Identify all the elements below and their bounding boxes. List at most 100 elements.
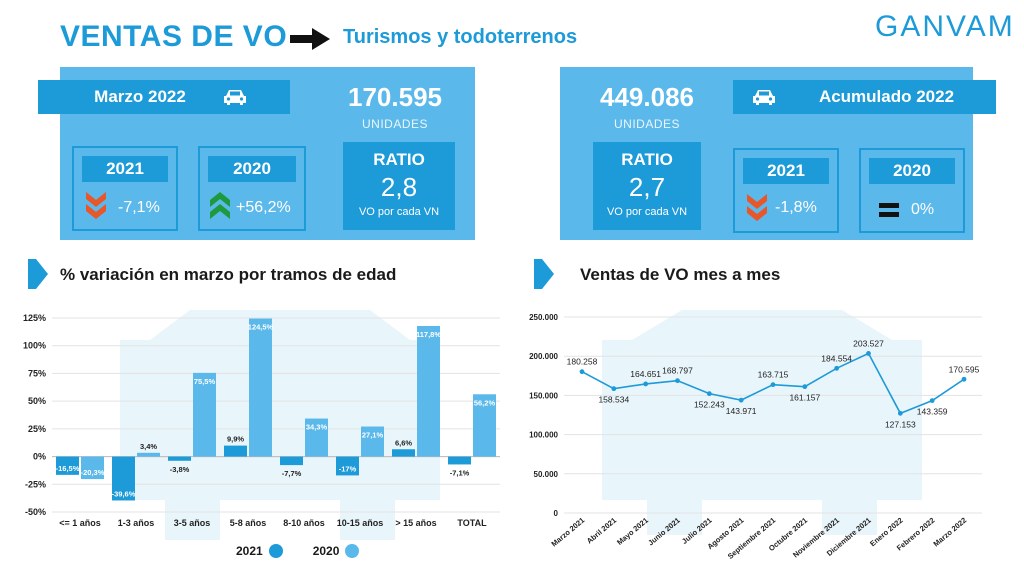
ratio-title: RATIO [373,150,425,169]
line-point [706,391,712,397]
legend-dot-2020 [345,544,360,558]
age-variation-bar-chart: -16,5% -20,3% -39,6% 3,4% -3,8% 75,5% 9,9% 124,… [23,310,500,540]
bar-2020 [193,372,216,457]
line-point [738,397,744,403]
monthly-units-value: 170.595 [348,82,442,112]
x-tick-label: Abril 2021 [585,516,618,546]
bar-2020 [137,452,160,457]
line-point [675,378,680,384]
bar-value-label: -20,3% [81,468,105,477]
bar-2020 [473,394,496,457]
bar-value-label: 6,6% [395,438,412,447]
bar-2021 [224,445,247,457]
compare-year: 2021 [743,158,829,184]
ratio-caption: VO por cada VN [606,206,688,218]
point-value-label: 203.527 [853,338,884,348]
bar-value-label: 3,4% [140,442,157,451]
ganvam-logo: GANVAM [875,10,1015,43]
x-tick-label: 8-10 años [283,518,325,528]
car-icon [753,90,775,105]
ratio-value: 2,8 [380,172,418,202]
bar-2020 [417,325,440,457]
point-value-label: 161.157 [789,393,820,403]
point-value-label: 143.359 [917,407,948,417]
legend-label-2021: 2021 [236,544,263,558]
y-tick-label: 0 [554,509,559,518]
y-tick-label: 50% [28,396,46,406]
bar-value-label: -17% [339,464,357,473]
bar-value-label: 9,9% [227,435,244,444]
y-tick-label: 150.000 [529,391,558,400]
period-banner-cumulative: Acumulado 2022 [733,80,996,114]
x-tick-label: 5-8 años [230,518,267,528]
ratio-title: RATIO [621,150,673,169]
compare-2020-box: 2020 +56,2% [198,146,306,231]
compare-pct: +56,2% [236,199,291,216]
period-label: Acumulado 2022 [818,87,955,106]
y-tick-label: -50% [25,507,46,517]
bar-2020 [81,456,104,480]
line-point [579,369,585,375]
bar-2020 [249,318,272,457]
bar-value-label: -7,7% [282,469,302,478]
ratio-caption: VO por cada VN [358,206,440,218]
legend-dot-2021 [268,544,283,558]
bar-value-label: 56,2% [474,398,496,407]
compare-year: 2021 [82,156,168,182]
x-tick-label: TOTAL [457,518,487,528]
bar-value-label: -7,1% [450,468,470,477]
line-point [961,376,967,382]
line-point [643,381,649,387]
bar-value-label: 124,5% [248,323,274,332]
y-tick-label: 200.000 [529,352,558,361]
bar-2020 [361,426,384,457]
compare-year: 2020 [869,158,955,184]
ratio-value: 2,7 [628,172,666,202]
chevron-down-icon [747,194,767,221]
page-title: VENTAS DE VO [60,20,288,53]
bar-chart-title: % variación en marzo por tramos de edad [60,265,397,284]
arrow-right-icon [290,28,330,50]
cumulative-units-label: UNIDADES [613,117,680,131]
y-tick-label: 75% [28,368,46,378]
line-point [770,382,776,388]
equals-icon [879,203,899,217]
bar-value-label: 117,8% [416,330,441,339]
cumulative-units-value: 449.086 [600,82,694,112]
compare-year: 2020 [208,156,296,182]
line-point [802,384,808,390]
bar-2021 [56,456,79,475]
compare-2020-box: 2020 0% [859,148,965,233]
y-tick-label: 125% [23,313,46,323]
section-flag-icon [534,259,554,289]
car-watermark [120,310,440,540]
point-value-label: 127.153 [885,419,916,429]
point-value-label: 163.715 [758,370,789,380]
y-tick-label: 250.000 [529,313,558,322]
bar-value-label: 27,1% [362,431,384,440]
bar-value-label: -16,5% [56,464,80,473]
monthly-sales-line-chart: 180.258 158.534 164.651 168.797 152.243143.9… [529,310,982,561]
bar-2020 [305,418,328,457]
point-value-label: 170.595 [949,364,980,374]
bar-2021 [280,456,303,466]
point-value-label: 180.258 [567,357,598,367]
line-point [866,351,871,356]
x-tick-label: 1-3 años [118,518,155,528]
y-tick-label: -25% [25,479,46,489]
y-tick-label: 0% [33,452,46,462]
bar-2021 [168,456,191,461]
bar-2021 [112,456,135,501]
compare-pct: -1,8% [775,199,817,216]
y-tick-label: 100.000 [529,431,558,440]
line-point [897,410,903,416]
x-tick-label: Marzo 2022 [932,516,969,549]
bar-value-label: 75,5% [194,377,216,386]
bar-value-label: -39,6% [112,489,136,498]
line-point [929,398,935,404]
compare-pct: -7,1% [118,199,160,216]
point-value-label: 158.534 [598,395,629,405]
bar-value-label: 34,3% [306,423,328,432]
bar-chart-legend: 2021 2020 [236,544,360,558]
x-tick-label: Mayo 2021 [615,516,650,547]
